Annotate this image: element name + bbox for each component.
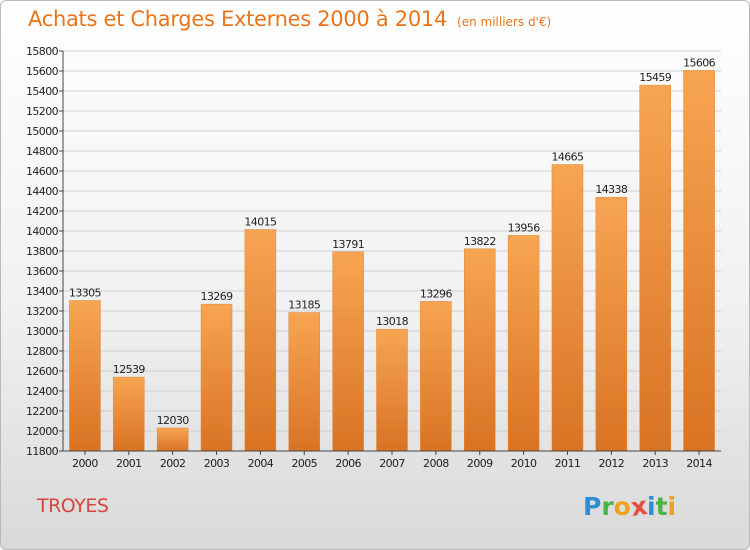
logo-letter: P: [583, 492, 602, 521]
y-tick-label: 14800: [26, 145, 59, 158]
data-label: 13296: [420, 287, 453, 300]
x-tick-label: 2004: [248, 457, 274, 470]
data-label: 14015: [244, 216, 277, 229]
data-label: 13305: [69, 287, 102, 300]
y-tick-label: 13800: [26, 245, 59, 258]
bar-2011: [551, 164, 584, 452]
x-tick-label: 2006: [335, 457, 361, 470]
data-label: 14338: [595, 183, 628, 196]
y-tick-label: 14000: [26, 225, 59, 238]
x-tick-label: 2009: [467, 457, 493, 470]
y-tick-label: 12800: [26, 345, 59, 358]
data-label: 13185: [288, 299, 321, 312]
logo-letter: i: [667, 492, 677, 521]
logo-letter: i: [647, 492, 656, 521]
bar-2001: [113, 376, 145, 452]
bar-2010: [507, 235, 540, 452]
bar-2006: [332, 251, 364, 452]
y-tick-label: 12000: [26, 425, 59, 438]
data-labels: 13305 12539 12030 13269 14015 13185 13791 13018…: [69, 56, 716, 427]
y-tick-label: 13400: [26, 285, 59, 298]
chart-title-text: Achats et Charges Externes 2000 à 2014: [28, 7, 448, 31]
x-tick-label: 2010: [511, 457, 537, 470]
data-label: 15606: [683, 56, 716, 69]
bar-2012: [595, 196, 628, 452]
x-tick-label: 2008: [423, 457, 449, 470]
y-tick-label: 13000: [26, 325, 59, 338]
chart-title: Achats et Charges Externes 2000 à 2014 (e…: [28, 7, 551, 31]
x-tick-label: 2013: [642, 457, 668, 470]
bar-2005: [288, 312, 321, 452]
chart-subtitle: (en milliers d'€): [457, 15, 552, 29]
bar-2004: [244, 229, 277, 452]
bar-2000: [69, 300, 101, 452]
x-tick-label: 2003: [204, 457, 230, 470]
logo-letter: o: [613, 492, 631, 521]
y-tick-label: 15600: [26, 65, 59, 78]
y-tick-label: 12400: [26, 385, 59, 398]
bar-2013: [639, 84, 671, 452]
x-tick-label: 2012: [599, 457, 625, 470]
y-tick-label: 13600: [26, 265, 59, 278]
data-label: 13269: [201, 290, 234, 303]
proxiti-logo[interactable]: Proxiti: [583, 491, 677, 522]
y-tick-label: 14400: [26, 185, 59, 198]
bar-2014: [683, 70, 715, 452]
city-name: TROYES: [37, 495, 109, 517]
logo-letter: x: [628, 491, 649, 522]
axes: 11800 12000 12200 12400 12600 12800 13000 13200…: [26, 45, 721, 470]
x-tick-label: 2000: [72, 457, 98, 470]
x-tick-label: 2007: [379, 457, 405, 470]
y-tick-label: 11800: [26, 445, 59, 458]
y-tick-label: 15800: [26, 45, 59, 58]
bar-2009: [463, 248, 496, 452]
x-tick-label: 2002: [160, 457, 186, 470]
data-label: 13791: [332, 238, 364, 251]
data-label: 13018: [376, 315, 409, 328]
y-tick-label: 15200: [26, 105, 59, 118]
data-label: 13822: [464, 235, 496, 248]
data-label: 15459: [639, 71, 672, 84]
bars: [69, 70, 715, 452]
y-tick-label: 15000: [26, 125, 59, 138]
bar-2008: [420, 301, 452, 452]
x-tick-label: 2001: [116, 457, 142, 470]
logo-letter: r: [601, 492, 614, 521]
y-tick-label: 12200: [26, 405, 59, 418]
data-label: 12030: [157, 414, 190, 427]
data-label: 13956: [508, 221, 541, 234]
y-tick-label: 12600: [26, 365, 59, 378]
bar-2002: [156, 427, 189, 452]
y-tick-label: 14200: [26, 205, 59, 218]
y-tick-label: 14600: [26, 165, 59, 178]
y-tick-label: 15400: [26, 85, 59, 98]
x-tick-label: 2011: [555, 457, 581, 470]
data-label: 14665: [551, 151, 584, 164]
bar-2007: [376, 328, 408, 452]
x-tick-label: 2005: [291, 457, 317, 470]
logo-letter: t: [655, 492, 668, 521]
y-tick-label: 13200: [26, 305, 59, 318]
bar-2003: [200, 303, 233, 452]
data-label: 12539: [113, 363, 146, 376]
x-tick-label: 2014: [686, 457, 712, 470]
